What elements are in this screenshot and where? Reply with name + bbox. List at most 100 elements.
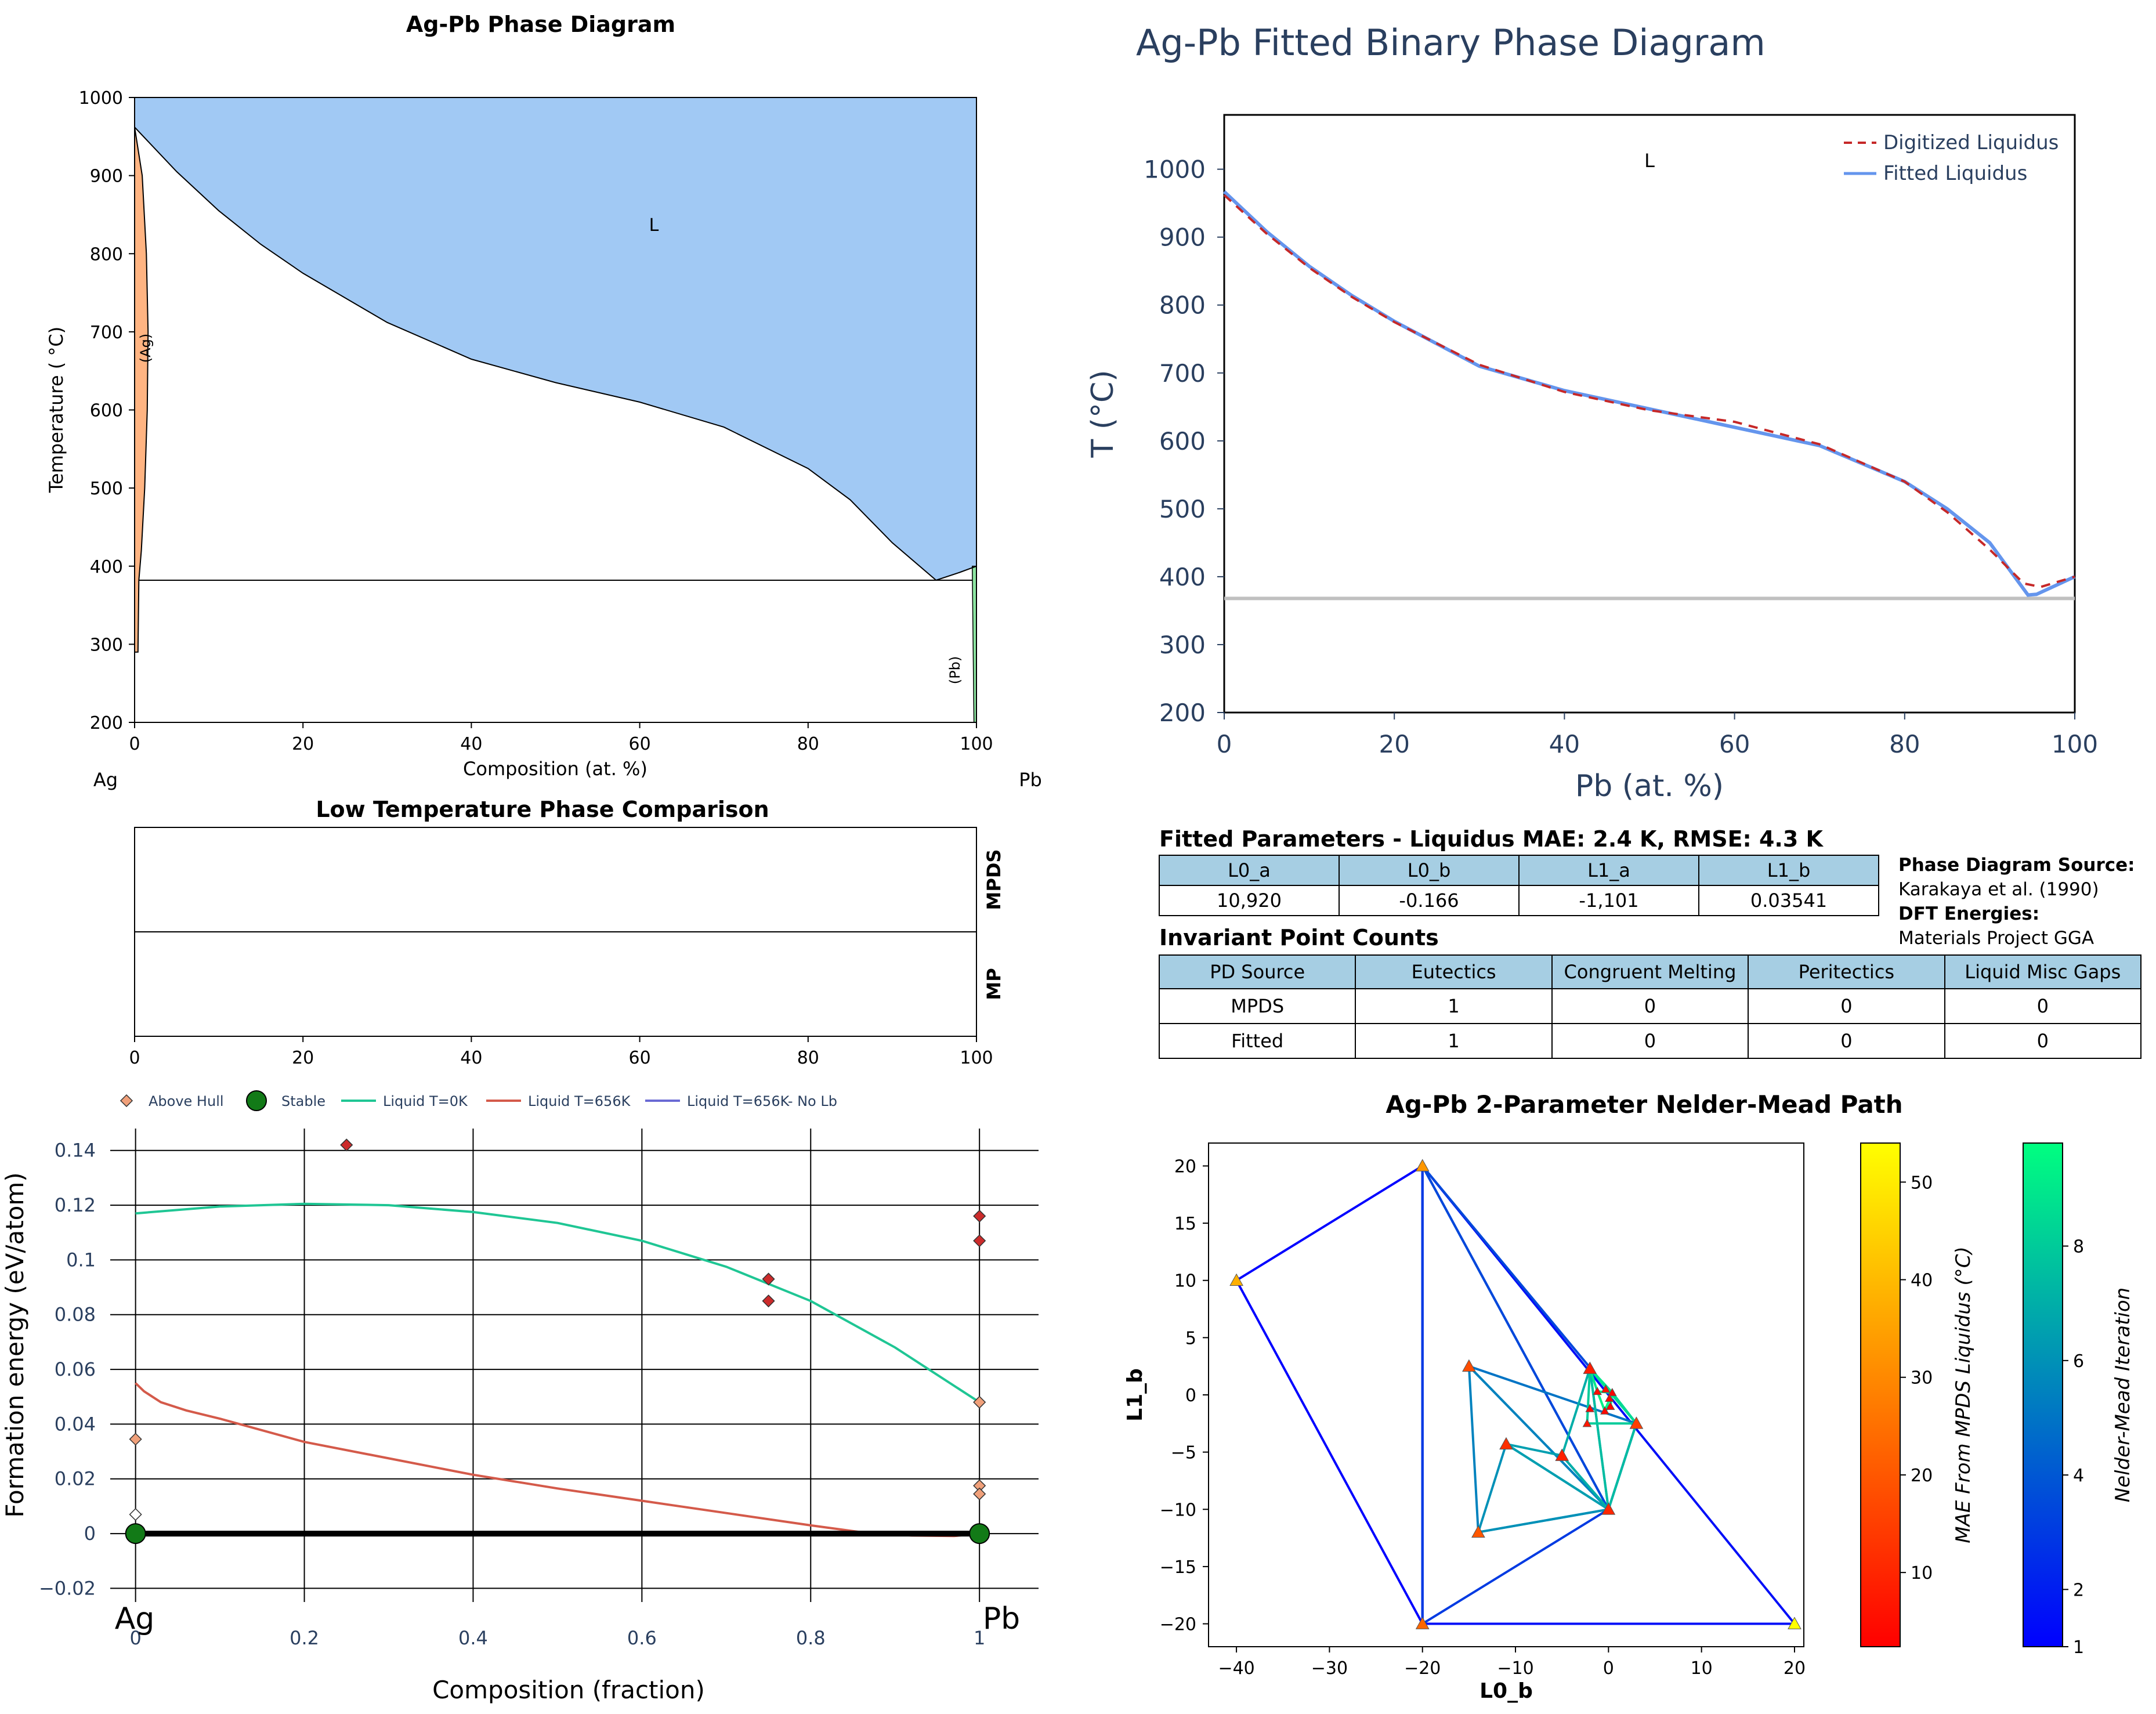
above-hull-point	[973, 1487, 986, 1500]
simplex-triangle	[1560, 1368, 1611, 1513]
legend-label: Digitized Liquidus	[1883, 131, 2059, 154]
dft-source-label: DFT Energies:	[1898, 903, 2040, 924]
above-hull-point	[129, 1508, 142, 1521]
phase-diagram-chart: Ag-Pb Phase Diagram 0 20 40 60 80 100 200 300 40…	[45, 12, 1042, 791]
fitted-legend: Digitized Liquidus Fitted Liquidus	[1844, 131, 2059, 185]
invariant-title: Invariant Point Counts	[1159, 925, 1439, 950]
fitted-liquidus-line	[1222, 190, 2076, 597]
stable-point	[125, 1523, 146, 1545]
fitted-region-liquid: L	[1644, 150, 1655, 172]
fitted-phase-diagram-chart: Ag-Pb Fitted Binary Phase Diagram 0 20 40 6…	[1086, 21, 2098, 804]
y-tick-label: 500	[1159, 495, 1206, 523]
y-tick-label: 0.08	[55, 1304, 96, 1326]
x-tick-label: 0.4	[458, 1627, 488, 1649]
nelder-mead-ticks: −40 −30 −20 −10 0 10 20 −20 −15 −10 −5 0 5 10 15 20	[1160, 1156, 1806, 1679]
y-tick-label: 0.06	[55, 1358, 96, 1380]
formation-energy-end-pb: Pb	[983, 1601, 1020, 1636]
fitted-params-cell: 10,920	[1159, 885, 1340, 916]
y-tick-label: 500	[90, 479, 123, 499]
fitted-xlabel: Pb (at. %)	[1575, 769, 1724, 804]
fitted-lines	[1222, 190, 2076, 601]
legend-label: Fitted Liquidus	[1883, 162, 2027, 185]
x-tick-label: −20	[1404, 1658, 1441, 1679]
y-tick-label: 0.02	[55, 1468, 96, 1490]
nelder-mead-points	[1229, 1159, 1802, 1629]
above-hull-point	[340, 1138, 353, 1152]
invariant-row: Fitted 1 0 0 0	[1158, 1023, 2142, 1059]
colorbar-tick-label: 2	[2073, 1580, 2084, 1600]
y-tick-label: 600	[90, 401, 123, 421]
x-tick-label: 100	[960, 734, 993, 754]
stable-point	[969, 1523, 990, 1545]
above-hull-point	[973, 1209, 986, 1223]
legend-label: Stable	[281, 1093, 325, 1109]
x-tick-label: 0.8	[796, 1627, 826, 1649]
invariant-header: Liquid Misc Gaps	[1944, 954, 2142, 989]
colorbar-tick-label: 6	[2073, 1351, 2084, 1372]
y-tick-label: 600	[1159, 427, 1206, 455]
x-tick-label: 1	[974, 1627, 985, 1649]
simplex-triangle	[1505, 1442, 1609, 1510]
y-tick-label: 0.14	[55, 1140, 96, 1162]
simplex-vertex	[1607, 1388, 1617, 1397]
simplex-vertex	[1601, 1502, 1616, 1515]
y-tick-label: 0.12	[55, 1194, 96, 1216]
y-tick-label: 1000	[79, 88, 123, 109]
formation-energy-lines	[135, 1202, 981, 1538]
invariant-header: PD Source	[1158, 954, 1356, 989]
x-tick-label: −30	[1311, 1658, 1348, 1679]
simplex-vertex	[1605, 1401, 1615, 1410]
y-tick-label: 10	[1174, 1271, 1196, 1292]
simplex-vertex	[1788, 1617, 1802, 1629]
invariant-cell: 0	[1944, 1023, 2142, 1059]
pd-source-label: Phase Diagram Source:	[1898, 855, 2135, 876]
colorbar-tick-label: 30	[1911, 1368, 1933, 1388]
y-tick-label: −0.02	[39, 1577, 96, 1599]
x-tick-label: 80	[1889, 730, 1920, 758]
simplex-vertex	[1583, 1361, 1597, 1374]
colorbar-tick-label: 50	[1911, 1173, 1933, 1193]
y-tick-label: 300	[1159, 631, 1206, 659]
source-info: Phase Diagram Source: Karakaya et al. (1…	[1898, 853, 2135, 950]
invariant-header-row: PD Source Eutectics Congruent Melting Pe…	[1158, 954, 2142, 989]
fitted-params-cell: 0.03541	[1698, 885, 1879, 916]
simplex-vertex	[1555, 1448, 1569, 1461]
y-tick-label: 20	[1174, 1156, 1196, 1177]
x-tick-label: 60	[1719, 730, 1750, 758]
simplex-vertex	[1601, 1384, 1611, 1393]
x-tick-label: 100	[2052, 730, 2098, 758]
x-tick-label: 100	[960, 1048, 993, 1068]
phase-diagram-region-ag: (Ag)	[138, 334, 154, 363]
y-tick-label: 900	[1159, 223, 1206, 252]
y-tick-label: 700	[1159, 359, 1206, 388]
legend-above-hull-marker	[120, 1094, 133, 1108]
simplex-vertex	[1415, 1159, 1430, 1171]
y-tick-label: 900	[90, 167, 123, 187]
low-temp-row-mp: MP	[983, 968, 1005, 1000]
iteration-colorbar-label: Nelder-Mead Iteration	[2111, 1288, 2135, 1502]
y-tick-label: −10	[1160, 1500, 1196, 1520]
x-tick-label: 0	[129, 734, 140, 754]
simplex-triangle	[1468, 1365, 1638, 1512]
phase-diagram-end-ag: Ag	[93, 769, 118, 791]
liquid-656k-line	[135, 1382, 980, 1538]
formation-energy-end-ag: Ag	[115, 1601, 155, 1636]
simplex-vertex	[1593, 1387, 1602, 1395]
x-tick-label: 10	[1691, 1658, 1713, 1679]
y-tick-label: −20	[1160, 1615, 1196, 1635]
y-tick-label: 15	[1174, 1214, 1196, 1234]
low-temp-comparison-chart: Low Temperature Phase Comparison MPDS MP…	[129, 797, 1005, 1068]
invariant-cell: 1	[1355, 988, 1553, 1024]
y-tick-label: 0.04	[55, 1413, 96, 1435]
phase-diagram-end-pb: Pb	[1019, 769, 1042, 791]
low-temp-ticks: 0 20 40 60 80 100	[129, 1036, 993, 1068]
fitted-frame	[1223, 114, 2076, 714]
mae-colorbar-label: MAE From MPDS Liquidus (°C)	[1952, 1246, 1975, 1543]
phase-diagram-region-liquid: L	[649, 215, 659, 236]
y-tick-label: 700	[90, 323, 123, 343]
x-tick-label: 0	[1603, 1658, 1614, 1679]
colorbar-tick-label: 20	[1911, 1466, 1933, 1486]
x-tick-label: 40	[460, 734, 482, 754]
simplex-vertex	[1629, 1416, 1644, 1429]
colorbar-tick-label: 40	[1911, 1271, 1933, 1291]
